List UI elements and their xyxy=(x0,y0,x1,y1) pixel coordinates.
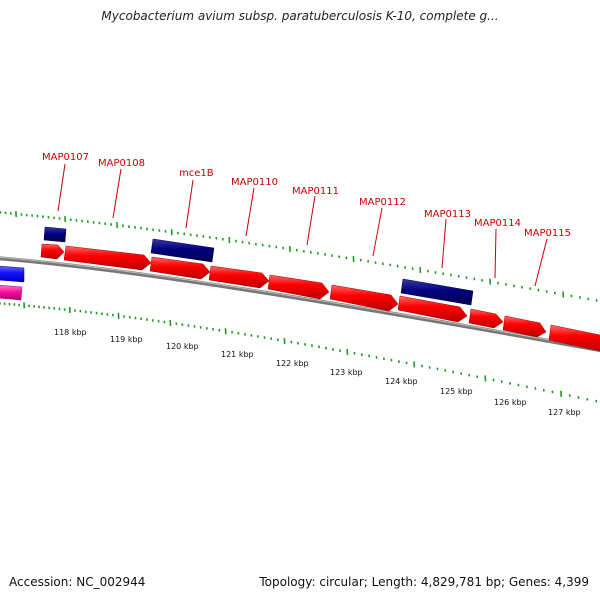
cds-arrow xyxy=(549,325,600,352)
gene-labels: MAP0107 MAP0108 mce1B MAP0110 MAP0111 MA… xyxy=(42,152,571,239)
gene-label: MAP0110 xyxy=(231,177,278,188)
cds-arrow xyxy=(41,244,64,259)
scale-label: 123 kbp xyxy=(330,368,363,377)
leader-line xyxy=(442,219,446,268)
gene-label: MAP0113 xyxy=(424,209,471,220)
leader-line xyxy=(58,164,65,211)
accession-text: Accession: NC_002944 xyxy=(9,575,145,589)
gene-label: mce1B xyxy=(179,168,214,179)
scale-label: 119 kbp xyxy=(110,335,143,344)
gene-feature-pink xyxy=(0,285,22,300)
leader-line xyxy=(186,180,193,228)
gene-label: MAP0112 xyxy=(359,197,406,208)
scale-label: 126 kbp xyxy=(494,398,527,407)
leader-line xyxy=(307,196,315,245)
gene-label: MAP0107 xyxy=(42,152,89,163)
genome-backbone xyxy=(0,258,600,351)
scale-label: 118 kbp xyxy=(54,328,87,337)
scale-label: 121 kbp xyxy=(221,350,254,359)
leader-line xyxy=(535,239,547,286)
leader-line xyxy=(246,188,254,236)
scale-labels: 118 kbp 119 kbp 120 kbp 121 kbp 122 kbp … xyxy=(54,328,581,417)
leader-line xyxy=(495,229,496,278)
gene-feature-navy xyxy=(44,227,66,242)
leader-line xyxy=(113,169,121,218)
gene-label: MAP0111 xyxy=(292,186,339,197)
genome-summary-text: Topology: circular; Length: 4,829,781 bp… xyxy=(259,575,589,589)
scale-label: 122 kbp xyxy=(276,359,309,368)
cds-arrow xyxy=(469,309,503,328)
scale-label: 125 kbp xyxy=(440,387,473,396)
gene-label: MAP0108 xyxy=(98,158,145,169)
scale-label: 124 kbp xyxy=(385,377,418,386)
gene-feature-blue xyxy=(0,266,24,282)
scale-label: 127 kbp xyxy=(548,408,581,417)
scale-label: 120 kbp xyxy=(166,342,199,351)
leader-line xyxy=(373,208,382,256)
map-title: Mycobacterium avium subsp. paratuberculo… xyxy=(0,9,600,23)
gene-label: MAP0115 xyxy=(524,228,571,239)
gene-label: MAP0114 xyxy=(474,218,521,229)
